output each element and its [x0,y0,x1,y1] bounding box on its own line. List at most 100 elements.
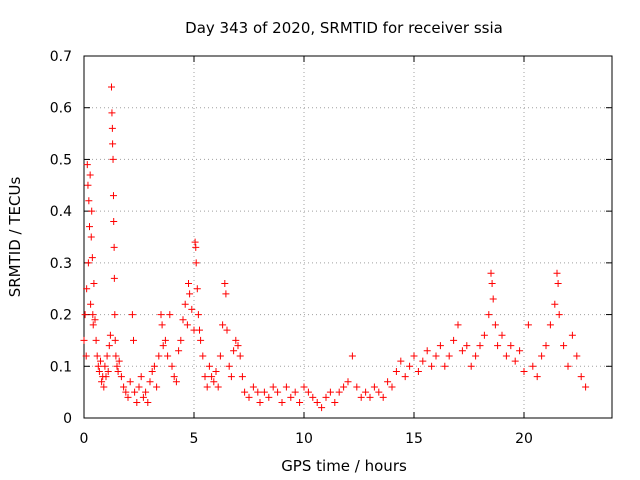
data-point [113,362,121,370]
data-point [83,285,91,293]
data-point [230,347,238,355]
data-points [80,83,590,412]
data-point [91,316,99,324]
y-tick-label: 0 [63,411,72,427]
data-point [88,207,96,215]
data-point [101,362,109,370]
data-point [488,280,496,288]
data-point [520,367,528,375]
data-point [489,295,497,303]
data-point [241,388,249,396]
data-point [108,83,115,91]
data-point [81,311,89,319]
data-point [110,217,118,225]
data-point [428,362,436,370]
y-tick-label: 0.2 [50,308,72,324]
data-point [445,352,453,360]
data-point [291,388,299,396]
data-point [212,367,220,375]
y-tick-label: 0.1 [50,359,72,375]
data-point [463,342,471,350]
data-point [498,331,506,339]
data-point [223,326,231,334]
data-point [177,336,185,344]
data-point [560,342,568,350]
data-point [388,383,396,391]
data-point [318,404,326,412]
data-point [533,373,541,381]
data-point [467,362,475,370]
data-point [150,362,158,370]
data-point [379,393,387,401]
data-point [401,373,409,381]
data-point [92,336,100,344]
data-point [441,362,449,370]
data-point [196,326,203,334]
y-tick-label: 0.5 [50,152,72,168]
data-point [375,388,383,396]
x-tick-label: 10 [295,431,313,447]
data-point [170,373,178,381]
data-point [210,378,218,386]
data-point [85,197,93,205]
data-point [155,352,163,360]
data-point [120,383,128,391]
data-point [458,347,466,355]
data-point [353,383,361,391]
data-point [287,393,295,401]
data-point [331,398,339,406]
data-point [432,352,440,360]
x-tick-label: 0 [80,431,89,447]
data-point [193,285,201,293]
data-point [205,362,213,370]
data-point [131,388,139,396]
data-point [115,357,123,365]
data-point [227,373,235,381]
data-point [104,367,112,375]
data-point [502,352,510,360]
data-point [158,321,166,329]
data-point [491,321,499,329]
data-point [175,347,183,355]
data-point [454,321,462,329]
data-point [260,388,268,396]
data-point [94,362,102,370]
data-point [419,357,427,365]
data-point [128,311,136,319]
data-point [90,280,98,288]
data-point [516,347,524,355]
data-point [225,362,233,370]
data-point [397,357,405,365]
data-point [300,383,308,391]
data-point [296,398,304,406]
data-point [93,352,101,360]
data-point [269,383,277,391]
data-point [485,311,493,319]
data-point [80,336,88,344]
data-point [219,321,227,329]
x-tick-label: 5 [190,431,199,447]
data-point [553,269,561,277]
data-point [582,383,590,391]
data-point [564,362,572,370]
data-point [157,311,165,319]
y-tick-label: 0.7 [50,49,72,65]
data-point [335,388,343,396]
data-point [111,336,119,344]
data-point [577,373,585,381]
data-point [214,383,222,391]
data-point [249,383,257,391]
data-point [384,378,392,386]
data-point [191,238,199,246]
data-point [88,254,96,262]
data-point [254,388,262,396]
data-point [208,373,216,381]
data-point [357,393,365,401]
data-point [181,300,189,308]
data-point [406,362,414,370]
data-point [137,373,145,381]
data-point [203,383,211,391]
data-point [573,352,581,360]
data-point [282,383,290,391]
